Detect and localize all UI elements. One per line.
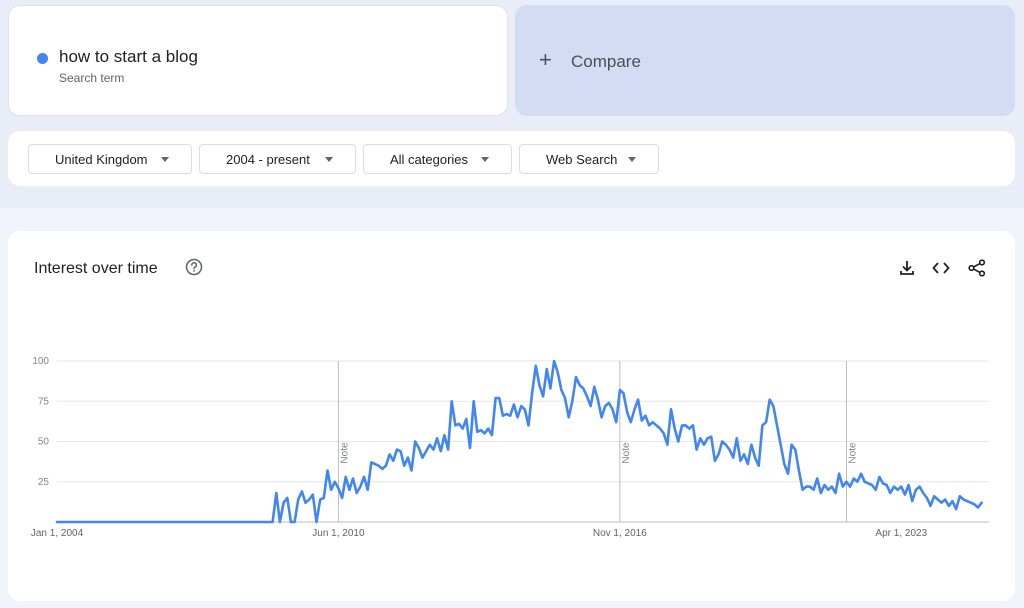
term-color-dot [37,53,48,64]
search-term-type: Search term [59,71,125,85]
x-tick-label: Apr 1, 2023 [875,528,927,539]
x-tick-label: Nov 1, 2016 [593,528,647,539]
y-tick-label: 25 [38,477,50,488]
caret-down-icon [161,157,169,162]
y-tick-label: 100 [32,356,49,367]
search-term-label: how to start a blog [59,47,198,66]
category-filter-label: All categories [390,151,469,167]
search-type-filter[interactable]: Web Search [519,144,659,174]
x-tick-label: Jan 1, 2004 [31,528,84,539]
x-tick-label: Jun 1, 2010 [312,528,365,539]
note-label: Note [339,442,350,464]
plus-icon: + [539,47,552,72]
interest-line-chart: 25 50 75 100 Note Note Note Jan 1, 2004 Jun 1, 2… [31,356,989,539]
compare-button[interactable]: + Compare [515,5,1015,116]
category-filter[interactable]: All categories [363,144,512,174]
y-tick-label: 75 [38,396,50,407]
y-tick-label: 50 [38,437,50,448]
share-icon[interactable] [967,258,987,278]
help-circle-icon[interactable] [185,258,203,276]
region-filter[interactable]: United Kingdom [28,144,192,174]
caret-down-icon [628,157,636,162]
time-range-filter[interactable]: 2004 - present [199,144,356,174]
caret-down-icon [325,157,333,162]
caret-down-icon [481,157,489,162]
download-icon[interactable] [897,258,917,278]
filter-bar: United Kingdom 2004 - present All catego… [8,131,1015,186]
search-type-filter-label: Web Search [546,151,618,167]
time-range-filter-label: 2004 - present [226,151,310,167]
embed-code-icon[interactable] [931,258,951,278]
series-line [55,359,983,524]
compare-label: Compare [571,52,641,71]
note-label: Note [847,442,858,464]
chart-card-title: Interest over time [34,260,158,277]
note-label: Note [621,442,632,464]
region-filter-label: United Kingdom [55,151,148,167]
interest-over-time-card: Interest over time 25 50 75 100 Note Note Note… [8,231,1015,601]
search-term-card[interactable]: how to start a blog Search term [8,5,508,116]
